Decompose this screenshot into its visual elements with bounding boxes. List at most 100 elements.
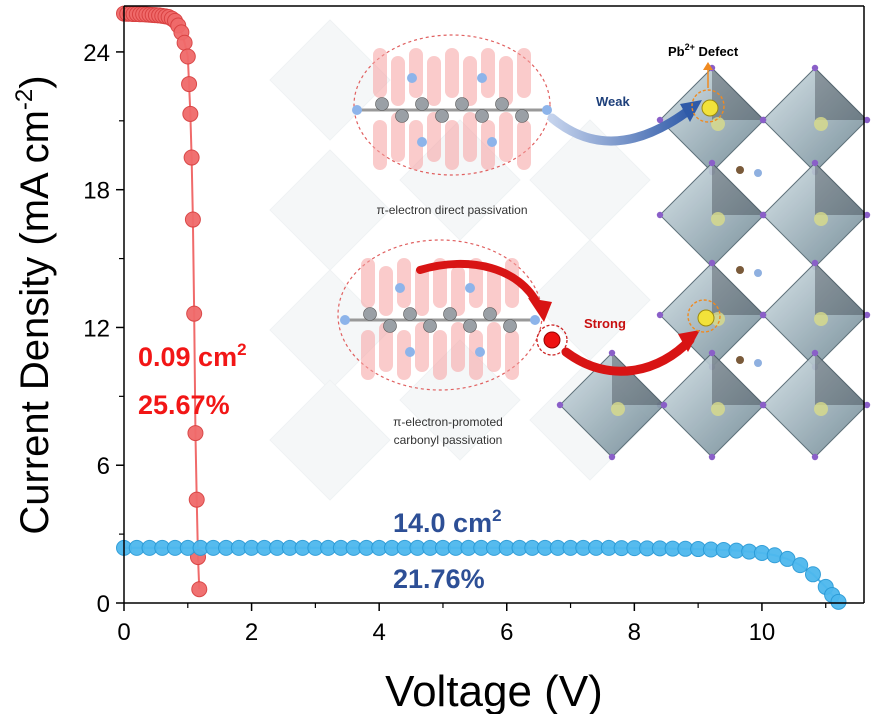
lattice-halide-atom	[708, 159, 716, 167]
nitrogen-atom	[542, 105, 552, 115]
pb-defect-label-element: Pb	[668, 44, 685, 59]
lattice-pb-atom	[814, 402, 828, 416]
large-area-module-data-point	[804, 566, 821, 583]
carbon-atom	[383, 319, 397, 333]
lattice-halide-atom	[656, 116, 664, 124]
pi-orbital-lobe	[499, 112, 513, 162]
carbon-atom	[503, 319, 517, 333]
strong-interaction-arrow	[561, 335, 695, 376]
small-area-cell-data-point	[184, 211, 201, 228]
pi-orbital-lobe	[379, 266, 393, 316]
nitrogen-atom	[340, 315, 350, 325]
cation-atom	[736, 356, 744, 364]
pi-orbital-lobe	[451, 322, 465, 372]
pi-orbital-lobe	[445, 120, 459, 170]
lattice-halide-atom	[811, 259, 819, 267]
octahedron-shadow-face	[712, 353, 764, 405]
nitrogen-atom	[530, 315, 540, 325]
carbon-atom	[403, 307, 417, 321]
lattice-pb-atom	[711, 402, 725, 416]
pi-orbital-lobe	[409, 120, 423, 170]
lattice-halide-atom	[759, 116, 767, 124]
pi-orbital-lobe	[463, 112, 477, 162]
lattice-halide-atom	[608, 453, 616, 461]
small-area-cell-data-point	[187, 425, 204, 442]
pi-orbital-lobe	[397, 258, 411, 308]
lattice-halide-atom	[811, 453, 819, 461]
small-area-cell-data-point	[191, 581, 208, 598]
lattice-halide-atom	[656, 211, 664, 219]
y-tick-label: 12	[83, 315, 110, 342]
carbonyl-oxygen-atom	[543, 331, 561, 349]
lattice-pb-atom	[711, 117, 725, 131]
y-axis-title-sup: -2	[11, 89, 38, 110]
blue-series-efficiency-label: 21.76%	[393, 564, 485, 594]
x-tick-label: 8	[628, 619, 641, 646]
nitrogen-atom	[407, 73, 417, 83]
y-tick-label: 24	[83, 40, 110, 67]
pb-defect-atom-bottom	[697, 309, 715, 327]
carbon-atom	[363, 307, 377, 321]
background-octahedron	[269, 19, 391, 141]
y-tick-label: 6	[97, 453, 110, 480]
lattice-pb-atom	[611, 402, 625, 416]
strong-label: Strong	[584, 316, 626, 331]
carbon-atom	[515, 109, 529, 123]
small-area-cell-data-point	[179, 48, 196, 65]
pi-orbital-lobe	[427, 112, 441, 162]
lattice-halide-atom	[863, 311, 871, 319]
pi-orbital-lobe	[433, 330, 447, 380]
weak-arrow-head	[680, 100, 702, 122]
pi-orbital-lobe	[463, 56, 477, 106]
small-area-cell-data-point	[181, 76, 198, 93]
background-octahedron	[269, 379, 391, 501]
pi-orbital-lobe	[427, 56, 441, 106]
octahedron-shadow-face	[712, 263, 764, 315]
lattice-halide-atom	[556, 401, 564, 409]
pi-orbital-lobe	[391, 112, 405, 162]
pi-orbital-lobe	[373, 120, 387, 170]
pi-orbital-lobe	[379, 322, 393, 372]
y-axis-title-main: Current Density (mA cm	[13, 110, 57, 535]
lattice-halide-atom	[863, 211, 871, 219]
pb-defect-ring-top	[691, 89, 725, 123]
promoted-passivation-molecule	[340, 258, 540, 380]
carbon-atom	[455, 97, 469, 111]
nitrogen-atom	[405, 347, 415, 357]
x-tick-label: 2	[245, 619, 258, 646]
x-tick-label: 10	[749, 619, 776, 646]
blue-series-area-label: 14.0 cm2	[393, 506, 502, 538]
lattice-halide-atom	[708, 259, 716, 267]
lattice-pb-atom	[814, 212, 828, 226]
y-axis-title: Current Density (mA cm-2)	[11, 75, 57, 534]
pi-orbital-lobe	[487, 322, 501, 372]
lattice-halide-atom	[863, 116, 871, 124]
pi-orbital-lobe	[433, 258, 447, 308]
large-area-module-data-point	[830, 593, 847, 610]
lattice-pb-atom	[711, 312, 725, 326]
y-tick-label: 18	[83, 178, 110, 205]
small-area-cell-data-point	[182, 105, 199, 122]
pb-defect-label-charge: 2+	[685, 42, 695, 52]
carbon-atom	[495, 97, 509, 111]
weak-label: Weak	[596, 94, 630, 109]
carbon-atom	[415, 97, 429, 111]
weak-interaction-arrow	[547, 103, 697, 146]
y-axis-title-close: )	[13, 75, 57, 88]
lattice-pb-atom	[814, 117, 828, 131]
lattice-halide-atom	[660, 401, 668, 409]
pi-orbital-lobe	[391, 56, 405, 106]
promoted-passivation-label-line2: carbonyl passivation	[394, 433, 503, 447]
lattice-halide-atom	[656, 311, 664, 319]
lattice-halide-atom	[759, 401, 767, 409]
x-tick-label: 0	[117, 619, 130, 646]
y-tick-label: 0	[97, 591, 110, 618]
pb-defect-atom-top	[701, 99, 719, 117]
large-area-module-data-point	[779, 550, 796, 567]
nitrogen-atom	[475, 347, 485, 357]
blue-series-area-value: 14.0 cm	[393, 508, 492, 538]
pi-orbital-lobe	[499, 56, 513, 106]
nitrogen-atom	[465, 283, 475, 293]
lattice-halide-atom	[863, 401, 871, 409]
pi-orbital-lobe	[361, 258, 375, 308]
